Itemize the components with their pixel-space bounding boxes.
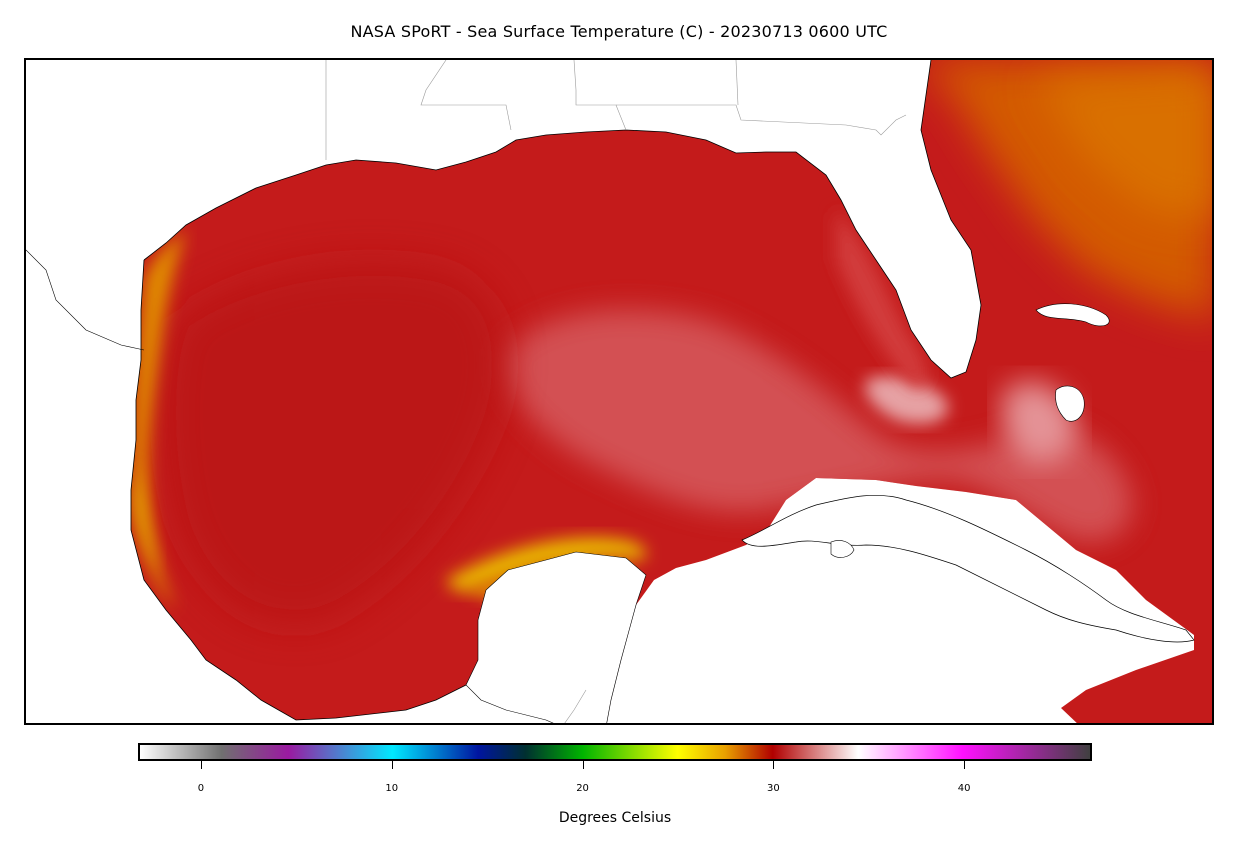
us-mexico-border: [26, 249, 145, 351]
isle-of-youth: [830, 540, 855, 558]
mexico-guatemala-border: [564, 689, 587, 723]
state-border-4: [616, 104, 907, 136]
colorbar-ticks: 0 10 20 30 40: [138, 761, 1092, 801]
colorbar-label: Degrees Celsius: [558, 810, 672, 826]
colorbar: [138, 743, 1092, 761]
colorbar-tick: [582, 761, 584, 769]
colorbar-tick-label: 30: [766, 783, 780, 794]
colorbar-tick: [773, 761, 775, 769]
colorbar-tick: [391, 761, 393, 769]
colorbar-tick-label: 0: [197, 783, 205, 794]
state-border-2: [420, 60, 512, 131]
sst-map: [24, 58, 1214, 725]
chart-title: NASA SPoRT - Sea Surface Temperature (C)…: [350, 22, 888, 41]
colorbar-tick-label: 40: [957, 783, 971, 794]
andros-island: [1055, 385, 1085, 422]
us-gulf-coastline: [143, 60, 982, 379]
state-border-3: [573, 60, 627, 131]
colorbar-tick-label: 20: [576, 783, 589, 794]
mexico-coastline: [130, 259, 467, 721]
state-border-5: [735, 60, 739, 106]
yucatan-peninsula: [465, 551, 647, 723]
colorbar-tick-label: 10: [385, 783, 399, 794]
cuba-landmass: [741, 494, 1195, 643]
grand-bahama: [1035, 303, 1110, 327]
colorbar-tick: [964, 761, 966, 769]
colorbar-tick: [200, 761, 202, 769]
